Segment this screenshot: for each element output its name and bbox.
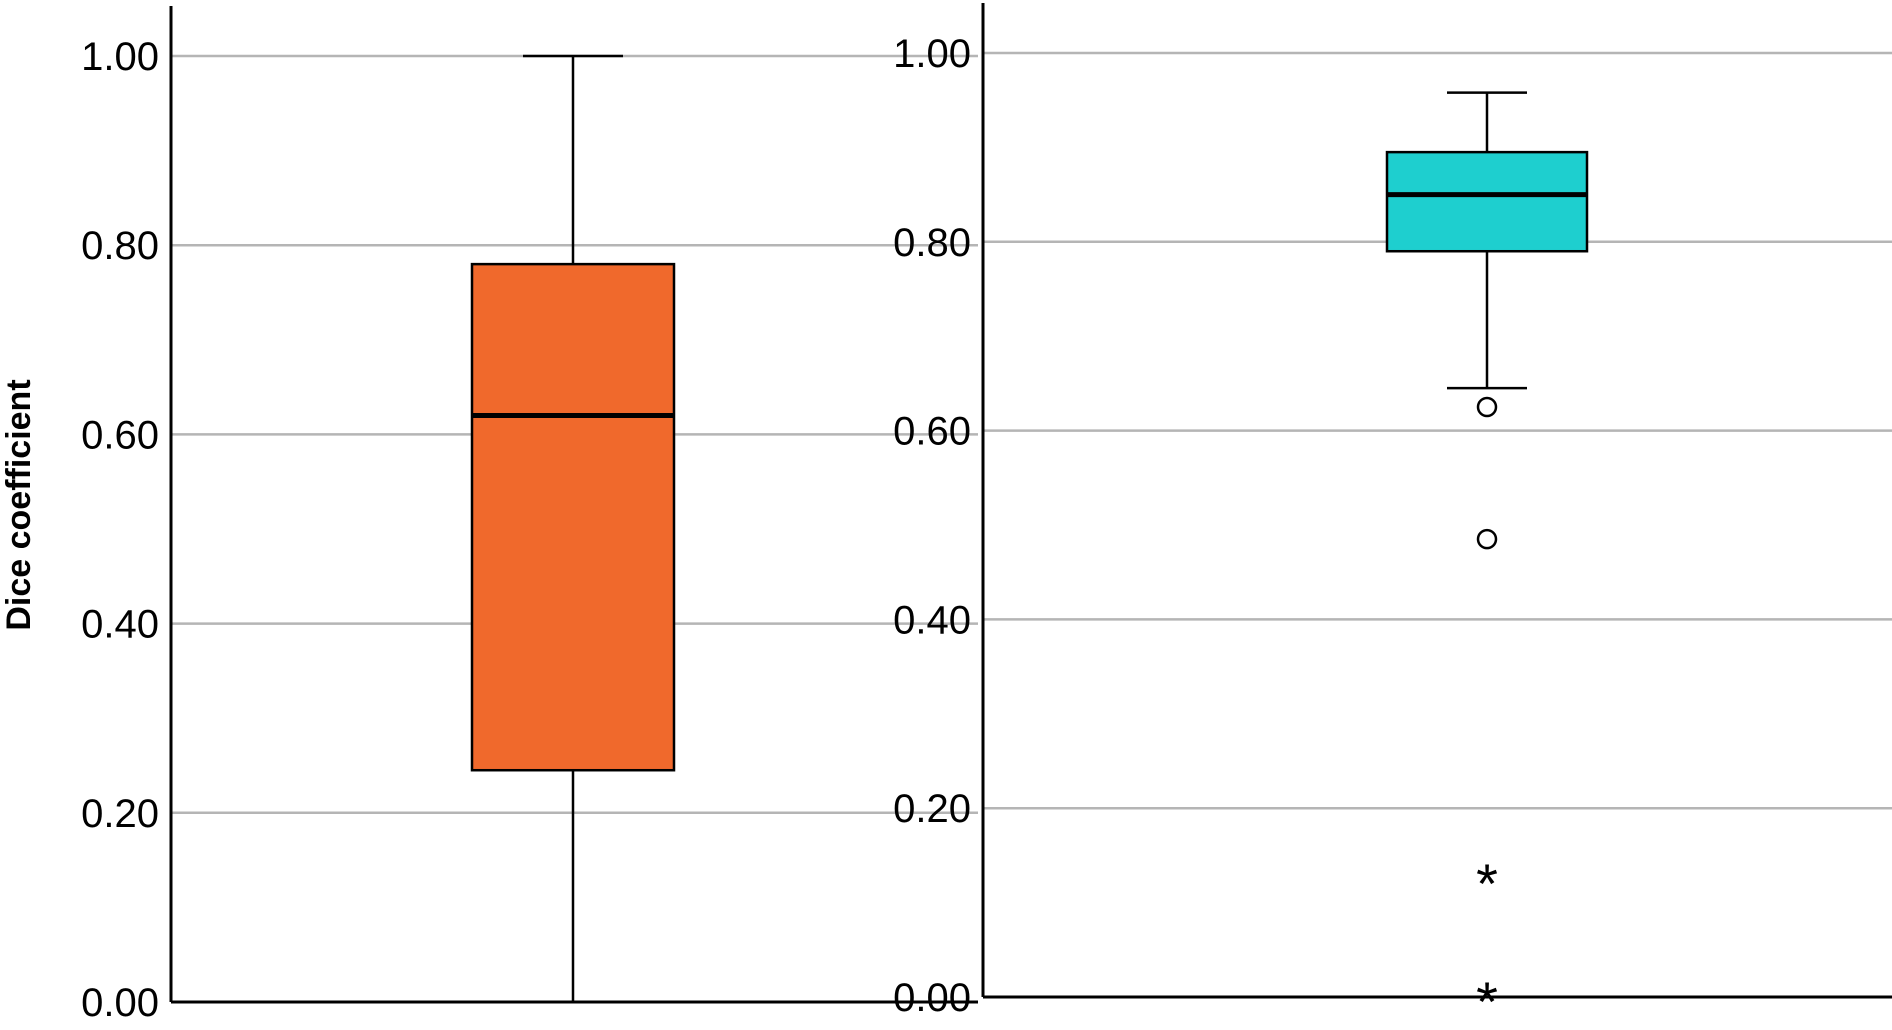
panel-2-y-tick-label: 0.40 [893,598,971,642]
panel-1-y-tick-label: 0.20 [81,792,159,836]
panel-2-y-tick-label: 0.00 [893,976,971,1020]
panel-2-outlier-point [1476,528,1498,550]
panel-1-y-tick-label: 1.00 [81,35,159,79]
panel-1-y-tick-label: 0.40 [81,603,159,647]
panel-2-y-tick-label: 1.00 [893,32,971,76]
panel-2-y-tick-label: 0.80 [893,221,971,265]
panel-2-y-tick-label: 0.60 [893,410,971,454]
y-axis-title: Dice coefficient [0,379,38,630]
panel-1-y-tick-label: 0.60 [81,413,159,457]
panel-1-y-tick-label: 0.80 [81,224,159,268]
panel-2-box [1385,150,1589,253]
panel-2-y-tick-label: 0.20 [893,787,971,831]
panel-1-box [470,262,676,772]
panel-2-outlier-point [1476,396,1498,418]
panel-2-extreme-point: * [1476,852,1498,915]
panel-2-extreme-point: * [1476,970,1498,1025]
panel-1-y-tick-label: 0.00 [81,981,159,1025]
